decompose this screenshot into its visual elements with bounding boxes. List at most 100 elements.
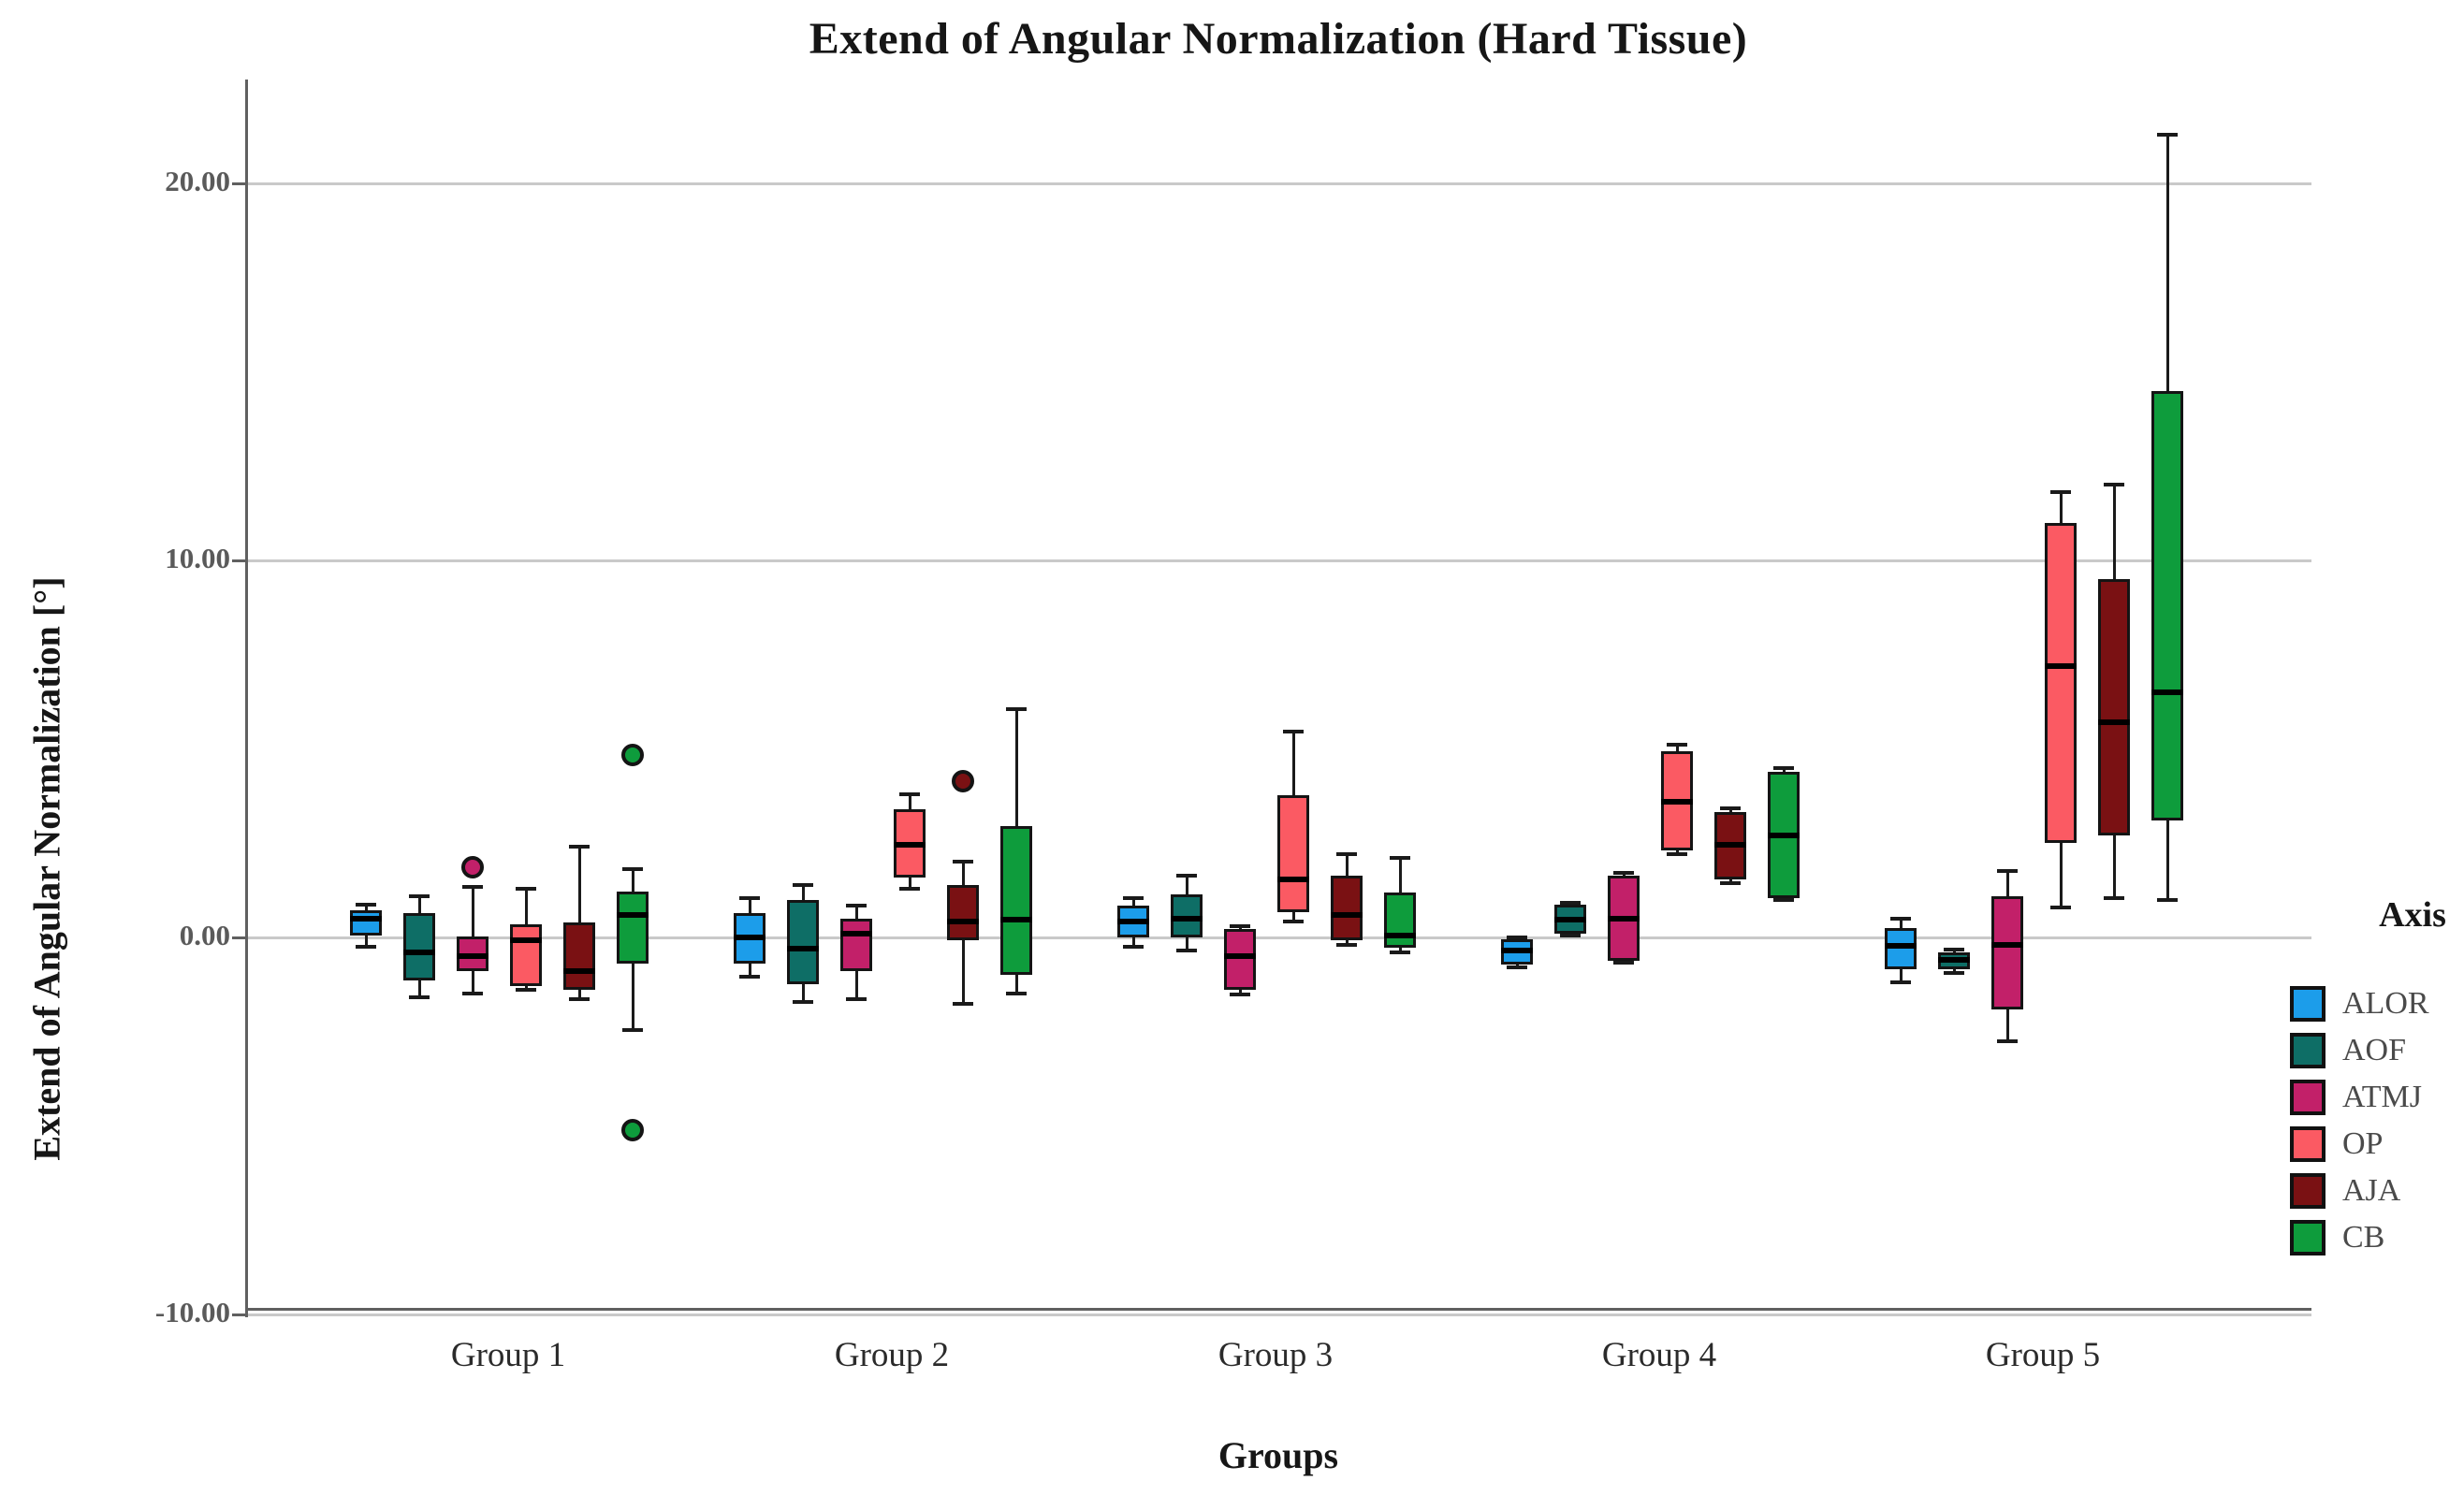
whisker-cap-top-ATMJ-group-4 [1612,871,1634,875]
median-AJA-group-2 [946,919,979,924]
median-ALOR-group-3 [1116,919,1149,924]
whisker-cap-top-AOF-group-1 [408,894,430,898]
whisker-cap-top-AOF-group-2 [792,883,813,887]
median-CB-group-2 [999,917,1032,922]
y-tick-mark [232,559,245,562]
box-OP-group-3 [1276,795,1309,912]
outlier-ATMJ-group-1 [460,856,484,878]
whisker-cap-bottom-OP-group-1 [515,988,536,992]
whisker-cap-top-ALOR-group-2 [738,896,760,900]
median-ATMJ-group-3 [1223,953,1256,959]
whisker-cap-bottom-ALOR-group-3 [1122,945,1144,949]
box-ATMJ-group-5 [1990,896,2023,1009]
box-AOF-group-1 [402,913,435,980]
median-ATMJ-group-1 [456,953,488,959]
whisker-cap-bottom-CB-group-2 [1005,992,1027,995]
whisker-cap-top-CB-group-4 [1772,766,1794,770]
whisker-cap-top-OP-group-3 [1282,730,1304,733]
box-OP-group-1 [509,924,542,986]
whisker-cap-top-CB-group-1 [621,867,643,871]
median-OP-group-4 [1660,799,1693,805]
median-AOF-group-4 [1553,917,1586,922]
x-tick-label-group-5: Group 5 [1985,1336,2101,1374]
outlier-CB-group-1 [620,1119,644,1141]
box-ALOR-group-5 [1884,928,1917,969]
median-CB-group-4 [1767,833,1800,838]
whisker-cap-top-ATMJ-group-3 [1229,924,1250,928]
whisker-cap-top-ATMJ-group-5 [1996,869,2018,873]
box-OP-group-5 [2044,523,2077,843]
gridline-10.00 [245,559,2311,562]
median-AJA-group-1 [562,968,595,974]
y-tick-label: -10.00 [154,1296,230,1328]
whisker-cap-bottom-ALOR-group-1 [355,945,376,949]
y-axis-line [245,80,248,1317]
whisker-cap-bottom-ATMJ-group-2 [845,997,867,1001]
whisker-cap-top-CB-group-2 [1005,707,1027,711]
legend-label-aja: AJA [2342,1173,2401,1208]
whisker-cap-top-AJA-group-2 [952,860,973,864]
whisker-cap-top-OP-group-5 [2049,490,2071,494]
whisker-cap-bottom-AJA-group-1 [568,997,590,1001]
whisker-cap-bottom-ALOR-group-4 [1506,965,1527,969]
whisker-cap-top-AJA-group-4 [1719,806,1741,810]
median-AOF-group-2 [786,946,819,951]
median-AJA-group-3 [1330,912,1363,918]
legend-label-op: OP [2342,1126,2384,1161]
whisker-cap-top-ALOR-group-5 [1889,917,1911,921]
whisker-cap-bottom-CB-group-1 [621,1028,643,1032]
median-AJA-group-4 [1713,842,1746,848]
x-axis-title: Groups [1217,1434,1339,1476]
median-ATMJ-group-2 [839,931,872,936]
box-ATMJ-group-2 [839,919,872,971]
whisker-cap-top-ATMJ-group-2 [845,904,867,907]
legend-swatch-atmj [2290,1080,2325,1115]
whisker-cap-bottom-ALOR-group-2 [738,975,760,979]
median-CB-group-3 [1383,933,1416,938]
whisker-cap-top-ALOR-group-1 [355,903,376,907]
x-tick-label-group-1: Group 1 [450,1336,566,1374]
legend-swatch-op [2290,1126,2325,1162]
legend-swatch-cb [2290,1220,2325,1256]
box-AOF-group-2 [786,900,819,984]
whisker-cap-bottom-AJA-group-4 [1719,881,1741,885]
whisker-cap-bottom-AOF-group-2 [792,1000,813,1004]
legend-label-aof: AOF [2342,1033,2407,1067]
whisker-cap-top-AOF-group-4 [1559,901,1581,905]
whisker-cap-bottom-ATMJ-group-3 [1229,993,1250,996]
x-tick-label-group-2: Group 2 [834,1336,950,1374]
whisker-cap-top-AJA-group-1 [568,845,590,849]
whisker-cap-bottom-ATMJ-group-4 [1612,961,1634,965]
median-OP-group-1 [509,937,542,943]
whisker-cap-bottom-OP-group-2 [898,887,920,891]
y-tick-mark [232,1314,245,1316]
box-AJA-group-1 [562,922,595,990]
outlier-CB-group-1 [620,744,644,766]
whisker-cap-bottom-CB-group-3 [1389,951,1410,954]
box-ATMJ-group-3 [1223,929,1256,990]
whisker-cap-top-OP-group-1 [515,887,536,891]
median-ATMJ-group-4 [1607,916,1640,922]
gridline-20.00 [245,182,2311,185]
y-axis-title: Extend of Angular Normalization [°] [25,576,68,1161]
y-tick-label: 0.00 [179,919,230,951]
gridline--10.00 [245,1314,2311,1316]
box-CB-group-1 [616,892,649,964]
median-AJA-group-5 [2097,719,2130,725]
y-tick-label: 10.00 [165,542,230,574]
whisker-cap-bottom-CB-group-5 [2156,898,2178,902]
x-tick-label-group-3: Group 3 [1217,1336,1334,1374]
box-CB-group-3 [1383,893,1416,948]
median-ALOR-group-2 [733,935,765,940]
gridline-0.00 [245,936,2311,939]
chart-title: Extend of Angular Normalization (Hard Ti… [809,14,1748,64]
outlier-AJA-group-2 [951,770,974,792]
whisker-cap-bottom-AOF-group-4 [1559,934,1581,937]
whisker-cap-bottom-CB-group-4 [1772,898,1794,902]
legend-label-alor: ALOR [2342,986,2429,1021]
whisker-cap-top-OP-group-4 [1666,743,1687,747]
median-AOF-group-3 [1170,916,1203,922]
whisker-cap-bottom-AOF-group-1 [408,995,430,999]
median-AOF-group-5 [1937,957,1970,963]
whisker-cap-bottom-AOF-group-3 [1175,949,1197,952]
